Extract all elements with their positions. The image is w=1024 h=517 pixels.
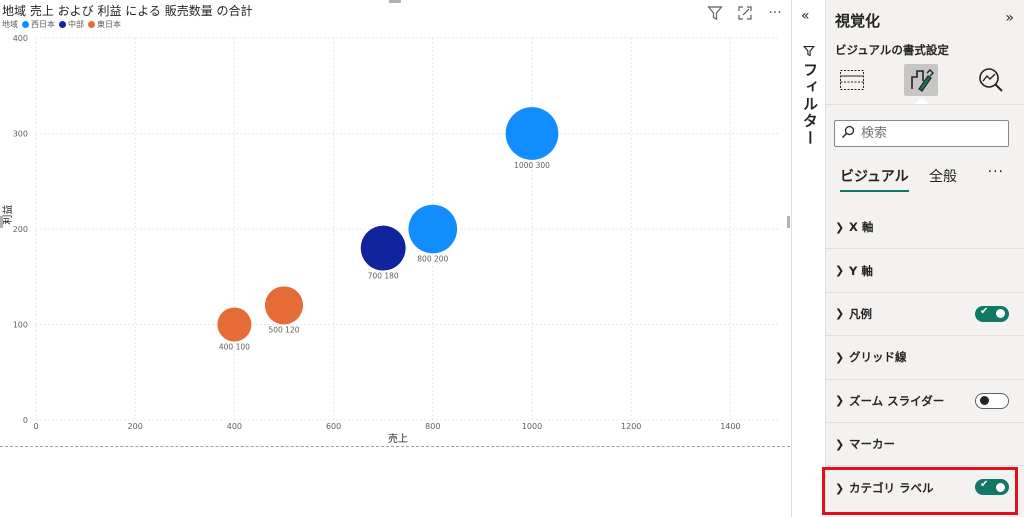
analytics-icon[interactable] bbox=[974, 64, 1008, 96]
toggle-knob bbox=[996, 482, 1005, 492]
y-tick-label: 400 bbox=[13, 34, 28, 43]
check-icon: ✔ bbox=[980, 305, 989, 317]
pane-subtitle: ビジュアルの書式設定 bbox=[835, 43, 949, 57]
bubble-point bbox=[360, 225, 406, 271]
filter-pane[interactable]: « フィルター bbox=[791, 0, 826, 517]
section-label: Y 軸 bbox=[849, 263, 873, 278]
y-tick-label: 200 bbox=[13, 225, 28, 234]
category-labels-toggle[interactable]: ✔ bbox=[975, 479, 1009, 496]
x-axis-title: 売上 bbox=[388, 432, 408, 445]
section-label: X 軸 bbox=[849, 220, 874, 235]
legend-label: 東日本 bbox=[97, 20, 121, 29]
x-tick-label: 200 bbox=[128, 422, 143, 431]
x-tick-label: 600 bbox=[326, 422, 341, 431]
visual-header-toolbar: ··· bbox=[706, 4, 784, 22]
legend-dot bbox=[88, 21, 95, 28]
chart-title: 地域 売上 および 利益 による 販売数量 の合計 bbox=[2, 4, 253, 18]
focus-mode-icon[interactable] bbox=[736, 4, 754, 22]
legend-title: 地域 bbox=[2, 20, 18, 29]
x-tick-label: 400 bbox=[227, 422, 242, 431]
chart-plot: 0 100 200 300 400 0 200 400 600 800 1000 1200 1400 売上… bbox=[0, 34, 790, 445]
toggle-knob bbox=[996, 309, 1005, 319]
x-tick-label: 0 bbox=[33, 422, 38, 431]
section-category-labels[interactable]: ❯ カテゴリ ラベル ✔ bbox=[826, 466, 1024, 509]
legend-item-east[interactable]: 東日本 bbox=[88, 19, 121, 30]
format-visual-icon[interactable] bbox=[904, 64, 938, 96]
section-y-axis[interactable]: ❯ Y 軸 bbox=[826, 249, 1024, 293]
scatter-chart-visual[interactable]: 0 100 200 300 400 0 200 400 600 800 1000 1200 1400 売上… bbox=[0, 0, 790, 447]
legend-label: 中部 bbox=[68, 20, 84, 29]
section-markers[interactable]: ❯ マーカー bbox=[826, 423, 1024, 467]
legend-dot bbox=[22, 21, 29, 28]
bubble-point bbox=[217, 307, 252, 342]
collapse-filter-button[interactable]: « bbox=[801, 8, 810, 24]
data-label: 500 120 bbox=[268, 325, 299, 334]
legend-label: 西日本 bbox=[31, 20, 55, 29]
chevron-right-icon: ❯ bbox=[835, 394, 845, 408]
zoom-slider-toggle[interactable] bbox=[975, 392, 1009, 409]
tab-visual[interactable]: ビジュアル bbox=[840, 166, 909, 192]
section-legend[interactable]: ❯ 凡例 ✔ bbox=[826, 293, 1024, 337]
section-x-axis[interactable]: ❯ X 軸 bbox=[826, 206, 1024, 250]
bubble-point bbox=[408, 204, 458, 254]
x-tick-label: 1200 bbox=[621, 422, 641, 431]
search-input[interactable] bbox=[861, 126, 1001, 141]
funnel-icon bbox=[802, 42, 816, 61]
data-label: 1000 300 bbox=[514, 161, 550, 170]
active-mode-pointer bbox=[915, 97, 929, 104]
section-zoom-slider[interactable]: ❯ ズーム スライダー bbox=[826, 380, 1024, 423]
x-tick-label: 1000 bbox=[522, 422, 542, 431]
section-label: ズーム スライダー bbox=[849, 393, 945, 408]
format-tabs: ビジュアル 全般 ··· bbox=[826, 162, 1024, 192]
chevron-right-icon: ❯ bbox=[835, 220, 845, 234]
pane-mode-switcher bbox=[826, 62, 1024, 98]
visualizations-pane: 視覚化 » ビジュアルの書式設定 bbox=[826, 0, 1024, 517]
y-tick-label: 0 bbox=[23, 416, 28, 425]
x-tick-label: 800 bbox=[425, 422, 440, 431]
legend-toggle[interactable]: ✔ bbox=[975, 305, 1009, 322]
data-label: 800 200 bbox=[417, 254, 448, 263]
section-label: グリッド線 bbox=[849, 350, 907, 365]
format-search-box[interactable] bbox=[834, 120, 1009, 147]
chevron-right-icon: ❯ bbox=[835, 307, 845, 321]
more-options-icon[interactable]: ··· bbox=[768, 5, 782, 21]
divider bbox=[826, 104, 1024, 105]
chevron-right-icon: ❯ bbox=[835, 264, 845, 278]
more-tabs-button[interactable]: ··· bbox=[987, 164, 1004, 180]
section-label: カテゴリ ラベル bbox=[849, 481, 934, 496]
filter-pane-label[interactable]: フィルター bbox=[801, 62, 819, 147]
section-label: マーカー bbox=[849, 437, 895, 452]
chevron-right-icon: ❯ bbox=[835, 437, 845, 451]
bubble-point bbox=[505, 107, 559, 160]
legend-item-central[interactable]: 中部 bbox=[59, 19, 84, 30]
data-label: 700 180 bbox=[368, 272, 399, 281]
y-axis-title: 利益 bbox=[1, 205, 14, 225]
funnel-icon[interactable] bbox=[706, 4, 724, 22]
y-tick-label: 100 bbox=[13, 321, 28, 330]
data-label: 400 100 bbox=[219, 343, 250, 352]
legend-item-west[interactable]: 西日本 bbox=[22, 19, 55, 30]
y-tick-label: 300 bbox=[13, 130, 28, 139]
check-icon: ✔ bbox=[980, 479, 989, 491]
x-tick-label: 1400 bbox=[720, 422, 740, 431]
chart-legend: 地域 西日本 中部 東日本 bbox=[2, 19, 121, 30]
section-gridlines[interactable]: ❯ グリッド線 bbox=[826, 336, 1024, 380]
build-visual-icon[interactable] bbox=[835, 64, 869, 96]
tab-general[interactable]: 全般 bbox=[929, 169, 957, 185]
resize-handle-left bbox=[0, 216, 3, 228]
chevron-right-icon: ❯ bbox=[835, 481, 845, 495]
resize-handle[interactable] bbox=[389, 0, 401, 3]
resize-handle-right bbox=[787, 216, 790, 228]
expand-pane-button[interactable]: » bbox=[1005, 10, 1014, 26]
bubble-point bbox=[264, 286, 304, 325]
chevron-right-icon: ❯ bbox=[835, 350, 845, 364]
pane-title: 視覚化 bbox=[835, 12, 881, 30]
legend-dot bbox=[59, 21, 66, 28]
search-icon bbox=[841, 124, 855, 143]
toggle-knob bbox=[980, 396, 989, 406]
chart-border bbox=[0, 446, 790, 447]
format-sections: ❯ X 軸 ❯ Y 軸 ❯ 凡例 ✔ ❯ グリッド線 ❯ ズーム bbox=[826, 206, 1024, 510]
section-label: 凡例 bbox=[849, 306, 872, 321]
